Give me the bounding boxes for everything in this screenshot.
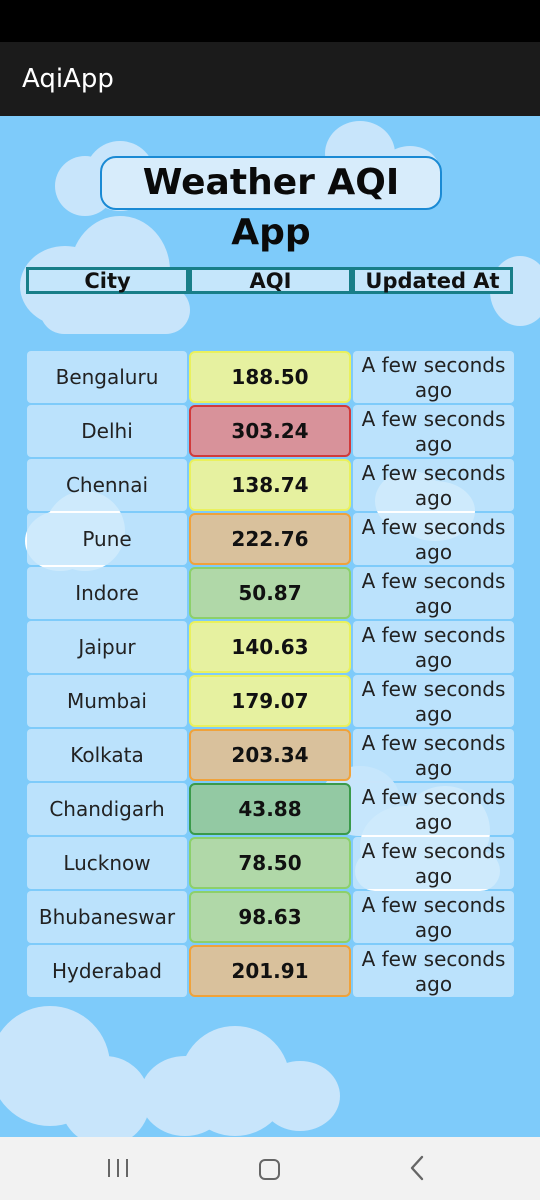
hero-title-box: Weather AQI App — [100, 156, 442, 253]
updated-at: A few seconds ago — [353, 513, 514, 565]
city-name: Bengaluru — [27, 351, 187, 403]
updated-at: A few seconds ago — [353, 729, 514, 781]
header-aqi: AQI — [189, 267, 352, 294]
updated-at: A few seconds ago — [353, 891, 514, 943]
aqi-value: 78.50 — [189, 837, 351, 889]
table-row: Hyderabad 201.91 A few seconds ago — [27, 945, 514, 997]
recent-apps-icon[interactable] — [108, 1159, 130, 1177]
aqi-value: 179.07 — [189, 675, 351, 727]
aqi-value: 203.34 — [189, 729, 351, 781]
home-icon[interactable] — [259, 1159, 280, 1180]
city-name: Chennai — [27, 459, 187, 511]
table-row: Kolkata 203.34 A few seconds ago — [27, 729, 514, 781]
back-icon[interactable] — [410, 1155, 424, 1181]
table-row: Chennai 138.74 A few seconds ago — [27, 459, 514, 511]
aqi-value: 222.76 — [189, 513, 351, 565]
aqi-value: 50.87 — [189, 567, 351, 619]
updated-at: A few seconds ago — [353, 837, 514, 889]
aqi-value: 138.74 — [189, 459, 351, 511]
cloud-decoration — [40, 286, 190, 334]
city-name: Indore — [27, 567, 187, 619]
hero-title: Weather AQI App — [142, 162, 400, 253]
header-city: City — [26, 267, 189, 294]
navigation-bar — [0, 1137, 540, 1200]
table-row: Jaipur 140.63 A few seconds ago — [27, 621, 514, 673]
city-name: Chandigarh — [27, 783, 187, 835]
aqi-value: 188.50 — [189, 351, 351, 403]
table-row: Indore 50.87 A few seconds ago — [27, 567, 514, 619]
aqi-value: 140.63 — [189, 621, 351, 673]
city-name: Hyderabad — [27, 945, 187, 997]
city-name: Bhubaneswar — [27, 891, 187, 943]
aqi-value: 201.91 — [189, 945, 351, 997]
updated-at: A few seconds ago — [353, 567, 514, 619]
updated-at: A few seconds ago — [353, 459, 514, 511]
city-name: Mumbai — [27, 675, 187, 727]
header-updated-at: Updated At — [352, 267, 513, 294]
city-name: Jaipur — [27, 621, 187, 673]
aqi-value: 43.88 — [189, 783, 351, 835]
aqi-value: 98.63 — [189, 891, 351, 943]
table-row: Chandigarh 43.88 A few seconds ago — [27, 783, 514, 835]
table-row: Delhi 303.24 A few seconds ago — [27, 405, 514, 457]
main-content: Weather AQI App City AQI Updated At Beng… — [0, 116, 540, 1137]
updated-at: A few seconds ago — [353, 783, 514, 835]
city-name: Lucknow — [27, 837, 187, 889]
status-bar — [0, 0, 540, 42]
app-title: AqiApp — [22, 64, 114, 94]
table-row: Lucknow 78.50 A few seconds ago — [27, 837, 514, 889]
updated-at: A few seconds ago — [353, 621, 514, 673]
table-row: Pune 222.76 A few seconds ago — [27, 513, 514, 565]
updated-at: A few seconds ago — [353, 351, 514, 403]
city-name: Pune — [27, 513, 187, 565]
city-name: Delhi — [27, 405, 187, 457]
table-row: Bhubaneswar 98.63 A few seconds ago — [27, 891, 514, 943]
cloud-decoration — [60, 1056, 150, 1137]
app-bar: AqiApp — [0, 42, 540, 116]
table-row: Mumbai 179.07 A few seconds ago — [27, 675, 514, 727]
table-row: Bengaluru 188.50 A few seconds ago — [27, 351, 514, 403]
updated-at: A few seconds ago — [353, 405, 514, 457]
updated-at: A few seconds ago — [353, 945, 514, 997]
cloud-decoration — [260, 1061, 340, 1131]
city-name: Kolkata — [27, 729, 187, 781]
updated-at: A few seconds ago — [353, 675, 514, 727]
aqi-value: 303.24 — [189, 405, 351, 457]
